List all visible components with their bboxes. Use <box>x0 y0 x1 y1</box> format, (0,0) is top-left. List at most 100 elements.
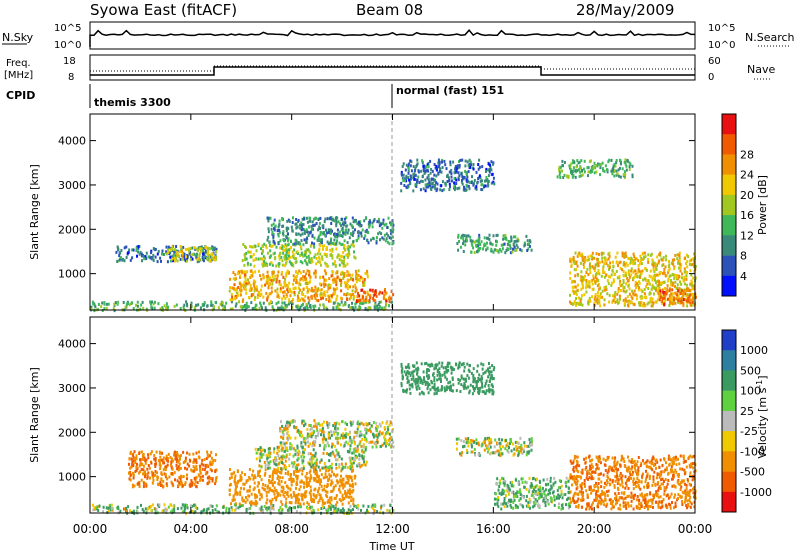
echo-cell <box>282 436 285 440</box>
echo-cell <box>592 266 595 270</box>
echo-cell <box>292 478 295 481</box>
echo-cell <box>579 170 582 174</box>
echo-cell <box>276 451 279 455</box>
echo-cell <box>281 263 284 267</box>
echo-cell <box>171 459 174 463</box>
echo-cell <box>267 451 270 455</box>
echo-cell <box>290 263 293 267</box>
echo-cell <box>280 447 283 451</box>
echo-cell <box>266 270 269 274</box>
echo-cell <box>277 469 280 473</box>
echo-cell <box>294 261 297 265</box>
echo-cell <box>282 224 285 228</box>
echo-cell <box>282 462 285 466</box>
echo-cell <box>145 257 148 261</box>
echo-cell <box>383 223 386 227</box>
echo-cell <box>249 284 252 287</box>
echo-cell <box>310 258 312 262</box>
echo-cell <box>158 450 161 454</box>
echo-cell <box>252 488 255 492</box>
echo-cell <box>103 302 106 306</box>
echo-cell <box>276 229 279 233</box>
echo-cell <box>188 247 191 251</box>
echo-cell <box>330 294 333 298</box>
echo-cell <box>687 287 690 291</box>
colorbar-segment <box>722 114 736 135</box>
echo-cell <box>293 257 296 261</box>
echo-cell <box>635 285 638 289</box>
echo-cell <box>151 503 154 507</box>
echo-cell <box>624 162 627 166</box>
echo-cell <box>309 474 312 478</box>
echo-cell <box>586 284 589 288</box>
echo-cell <box>580 166 582 170</box>
echo-cell <box>317 431 320 435</box>
echo-cell <box>194 506 197 510</box>
echo-cell <box>581 275 584 279</box>
echo-cell <box>321 437 324 441</box>
echo-cell <box>269 460 272 464</box>
echo-cell <box>267 230 270 234</box>
echo-cell <box>588 296 591 300</box>
echo-cell <box>315 262 318 266</box>
echo-cell <box>597 294 599 298</box>
echo-cell <box>633 269 636 273</box>
echo-cell <box>341 242 344 246</box>
echo-cell <box>156 476 159 480</box>
echo-cell <box>648 291 651 295</box>
echo-cell <box>253 493 256 497</box>
echo-cell <box>615 159 618 162</box>
echo-cell <box>571 161 574 165</box>
echo-cell <box>636 275 639 279</box>
echo-cell <box>325 298 328 301</box>
echo-cell <box>225 301 228 305</box>
echo-cell <box>525 234 528 238</box>
echo-cell <box>267 454 270 458</box>
echo-cell <box>409 159 412 163</box>
echo-cell <box>363 433 366 437</box>
echo-cell <box>263 461 266 464</box>
echo-cell <box>298 449 300 453</box>
echo-cell <box>622 270 625 273</box>
echo-cell <box>483 242 486 246</box>
echo-cell <box>597 264 600 268</box>
echo-cell <box>315 462 318 465</box>
echo-cell <box>336 458 339 462</box>
echo-cell <box>280 480 283 483</box>
echo-cell <box>300 430 303 434</box>
echo-cell <box>652 268 655 272</box>
echo-cell <box>574 175 577 179</box>
echo-cell <box>309 251 312 255</box>
echo-cell <box>320 297 323 301</box>
echo-cell <box>268 462 271 466</box>
echo-cell <box>279 476 282 480</box>
echo-cell <box>346 270 349 274</box>
echo-cell <box>352 468 354 472</box>
echo-cell <box>571 159 574 163</box>
echo-cell <box>689 289 692 293</box>
echo-cell <box>279 289 282 293</box>
echo-cell <box>327 228 330 232</box>
echo-cell <box>658 280 660 284</box>
echo-cell <box>335 479 338 483</box>
echo-cell <box>190 254 193 258</box>
echo-cell <box>667 269 670 273</box>
echo-cell <box>349 444 352 448</box>
echo-cell <box>334 235 337 239</box>
echo-cell <box>492 250 495 254</box>
echo-cell <box>593 161 596 165</box>
echo-cell <box>174 259 177 263</box>
echo-cell <box>617 289 620 293</box>
echo-cell <box>687 255 690 259</box>
echo-cell <box>277 300 280 304</box>
echo-cell <box>101 301 104 305</box>
echo-cell <box>352 297 355 301</box>
echo-cell <box>277 474 280 478</box>
echo-cell <box>174 478 176 482</box>
echo-cell <box>483 185 485 189</box>
echo-cell <box>273 251 276 255</box>
echo-cell <box>663 271 666 275</box>
echo-cell <box>375 294 378 298</box>
echo-cell <box>572 166 575 170</box>
echo-cell <box>387 216 390 220</box>
